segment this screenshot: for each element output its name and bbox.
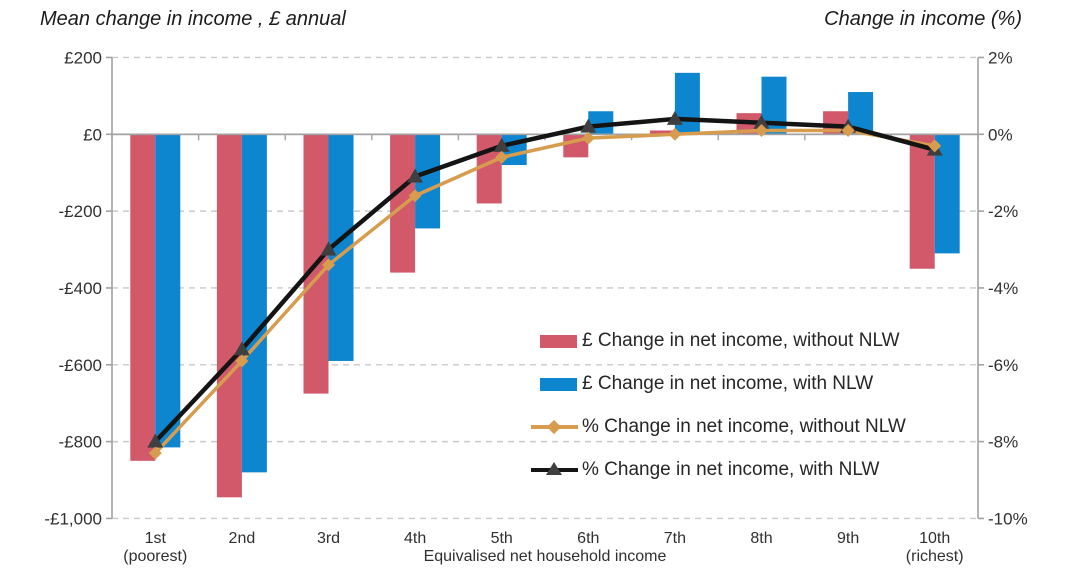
- x-axis-tick-label: 6th: [577, 530, 599, 547]
- diamond-marker: [755, 123, 768, 137]
- diamond-marker: [495, 150, 509, 164]
- legend-item-pound-without-nlw: £ Change in net income, without NLW: [531, 329, 906, 353]
- red-bar-swatch-icon: [531, 329, 578, 353]
- legend-label: % Change in net income, with NLW: [582, 459, 880, 480]
- bar: [216, 134, 242, 498]
- left-axis-tick-label: -£400: [59, 279, 102, 298]
- diamond-marker: [148, 446, 162, 460]
- bar: [674, 72, 700, 135]
- diamond-marker: [408, 189, 422, 203]
- diamond-marker: [322, 258, 335, 272]
- bar: [909, 134, 935, 269]
- chart-legend: £ Change in net income, without NLW £ Ch…: [531, 329, 906, 501]
- triangle-marker: [493, 137, 510, 152]
- legend-label: £ Change in net income, with NLW: [582, 373, 874, 394]
- bar: [241, 134, 267, 473]
- left-axis-tick-label: -£800: [59, 433, 102, 452]
- right-axis-tick-label: -4%: [988, 279, 1018, 298]
- x-axis-tick-label: 1st: [145, 530, 167, 547]
- x-axis-tick-label: 5th: [491, 530, 513, 547]
- x-axis-tick-label: 3rd: [317, 530, 340, 547]
- right-axis-tick-label: 2%: [988, 48, 1013, 67]
- triangle-marker: [666, 110, 683, 125]
- diamond-marker: [928, 139, 942, 153]
- right-axis-tick-label: -8%: [988, 433, 1018, 452]
- blue-bar-swatch-icon: [531, 372, 578, 396]
- black-line-triangle-swatch-icon: [531, 458, 578, 482]
- legend-label: £ Change in net income, without NLW: [582, 330, 900, 351]
- triangle-marker: [407, 168, 424, 183]
- diamond-marker: [668, 127, 682, 141]
- right-axis-title: Change in income (%): [824, 8, 1022, 30]
- left-axis-tick-label: -£1,000: [44, 509, 102, 528]
- right-axis-tick-label: -10%: [988, 509, 1028, 528]
- left-axis-tick-label: £200: [64, 48, 102, 67]
- x-axis-sublabel: (richest): [906, 548, 964, 565]
- left-axis-title: Mean change in income , £ annual: [40, 8, 346, 30]
- x-axis-tick-label: 2nd: [229, 530, 256, 547]
- diamond-marker: [581, 131, 595, 145]
- x-axis-tick-label: 7th: [664, 530, 686, 547]
- bar: [588, 111, 614, 135]
- x-axis-tick-label: 10th: [919, 530, 950, 547]
- x-axis-sublabel: (poorest): [123, 548, 187, 565]
- x-axis-title: Equivalised net household income: [424, 548, 667, 565]
- x-axis-tick-label: 4th: [404, 530, 426, 547]
- diamond-marker: [841, 123, 855, 137]
- bar: [130, 134, 156, 461]
- orange-line-diamond-swatch-icon: [531, 415, 578, 439]
- legend-item-pct-with-nlw: % Change in net income, with NLW: [531, 458, 906, 482]
- triangle-marker: [320, 241, 337, 256]
- left-axis-tick-label: -£200: [59, 202, 102, 221]
- line-series: [154, 128, 936, 455]
- diamond-marker: [235, 354, 249, 368]
- triangle-marker: [753, 114, 770, 129]
- legend-item-pct-without-nlw: % Change in net income, without NLW: [531, 415, 906, 439]
- bar: [390, 134, 416, 273]
- triangle-marker: [147, 433, 164, 448]
- bar: [155, 134, 181, 448]
- legend-label: % Change in net income, without NLW: [582, 416, 906, 437]
- line-series: [153, 116, 936, 444]
- x-axis-tick-label: 9th: [837, 530, 859, 547]
- right-axis-tick-label: 0%: [988, 125, 1013, 144]
- triangle-marker: [580, 118, 597, 133]
- left-axis-tick-label: -£600: [59, 356, 102, 375]
- bar: [649, 130, 675, 135]
- right-axis-tick-label: -2%: [988, 202, 1018, 221]
- left-axis-tick-label: £0: [83, 125, 102, 144]
- x-axis-tick-label: 8th: [750, 530, 772, 547]
- right-axis-tick-label: -6%: [988, 356, 1018, 375]
- legend-item-pound-with-nlw: £ Change in net income, with NLW: [531, 372, 906, 396]
- triangle-marker: [233, 341, 250, 356]
